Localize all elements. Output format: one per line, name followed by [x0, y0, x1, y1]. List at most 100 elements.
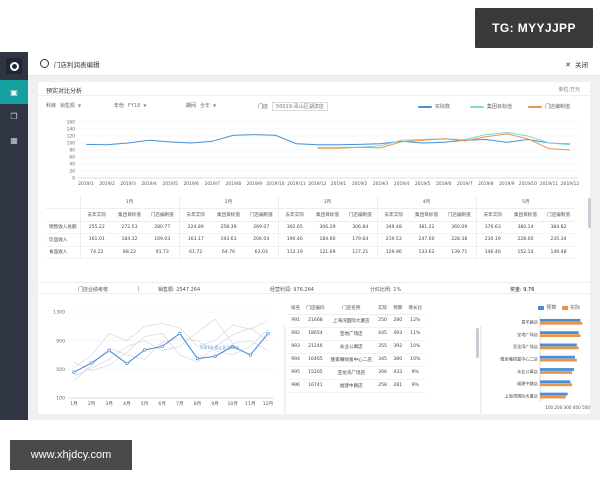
table-cell: 12% [405, 314, 426, 328]
table-row: 饮品收入 161.01 184.32 169.03 163.17 193.63 206.04… [46, 233, 575, 247]
x-tick-label: 2019/11 [287, 181, 305, 187]
x-tick-label: 2月 [88, 401, 96, 407]
row-label: 食品收入 [46, 246, 80, 259]
column-header: 门店名称 [327, 302, 375, 315]
data-point [178, 331, 182, 336]
table-cell: 74.22 [79, 246, 113, 259]
unit-label: 单位:万元 [558, 87, 580, 93]
x-tick-label: 2019/5 [162, 181, 178, 187]
table-cell: 139.71 [443, 246, 476, 259]
legend-swatch [538, 305, 545, 310]
month-header: 4月 [376, 196, 476, 209]
table-cell: 169.03 [146, 233, 179, 247]
table-cell: 493 [390, 327, 406, 341]
x-tick-label: 2019/3 [120, 181, 136, 187]
chevron-down-icon: ▼ [78, 103, 82, 108]
data-point [248, 353, 253, 357]
table-cell: 91.73 [146, 246, 179, 259]
summary-bonus: 奖金: 9.76 [510, 287, 535, 293]
table-row[interactable]: 995 15205 亚龙湾广场店 306 433 9% [288, 366, 426, 380]
table-cell: 269.07 [245, 221, 278, 234]
series-label: 50019-青山区湖滨店 [199, 344, 239, 351]
x-tick-label: 300 [564, 405, 572, 410]
y-tick-label: 900 [56, 338, 65, 344]
table-cell: 258.39 [212, 221, 245, 234]
period-filter[interactable]: 期间 全年 ▼ [186, 102, 216, 109]
table-cell: 149.48 [542, 246, 575, 259]
table-cell: 345 [374, 353, 391, 367]
layers-icon: ❐ [10, 111, 18, 121]
sidebar-item-layers[interactable]: ❐ [0, 104, 28, 128]
bar-budget [540, 380, 571, 384]
x-tick-label: 2019/2 [352, 181, 368, 187]
bar-actual [540, 358, 577, 362]
close-button[interactable]: ✕ 关闭 [565, 59, 588, 69]
table-row[interactable]: 991 21668 上海湾国际大厦店 250 280 12% [288, 314, 426, 328]
x-tick-label: 1月 [70, 401, 78, 407]
page-title: 门店利润表编辑 [54, 61, 100, 69]
table-cell: 994 [288, 353, 304, 367]
store-label: 门店 [258, 104, 269, 110]
table-cell: 184.60 [311, 233, 344, 247]
table-scrollbar[interactable] [588, 198, 591, 228]
table-cell: 228.38 [443, 233, 476, 247]
table-row[interactable]: 992 18654 宝地广场店 445 493 11% [288, 327, 426, 341]
x-tick-label: 2019/9 [247, 181, 263, 187]
metric-header: 集团目标值 [509, 208, 542, 222]
y-tick-label: 60 [69, 155, 75, 161]
legend-label: 门店编制值 [545, 104, 571, 110]
table-cell: 281 [390, 379, 406, 393]
data-point [142, 348, 147, 352]
legend-item-store: 门店编制值 [528, 103, 570, 110]
subject-value: 销售额 [60, 103, 76, 109]
table-cell: 福建中路店 [327, 379, 375, 393]
x-tick-label: 2019/5 [415, 181, 431, 187]
table-cell: 384.82 [542, 221, 575, 234]
x-tick-label: 4月 [123, 401, 131, 407]
table-cell: 258 [374, 379, 391, 393]
store-table-scrollbar[interactable] [476, 328, 479, 358]
store-select[interactable]: 50019-青山区湖滨店 [272, 102, 328, 111]
y-tick-label: 500 [56, 367, 65, 373]
x-tick-label: 2019/1 [331, 181, 347, 187]
table-row[interactable]: 993 21246 永业公寓店 355 392 10% [288, 340, 426, 354]
x-tick-label: 2019/7 [205, 181, 221, 187]
metric-header: 去年实际 [178, 208, 212, 222]
table-cell: 228.00 [509, 233, 542, 247]
corner-cell [46, 208, 80, 222]
category-label: 亚龙湾广场店 [513, 343, 538, 350]
series-line [85, 134, 571, 146]
year-filter[interactable]: 年份 FY18 ▼ [114, 102, 146, 109]
x-tick-label: 6月 [158, 401, 166, 407]
bar-actual [540, 383, 573, 387]
month-header-row: 1月 2月 3月 4月 5月 [46, 196, 575, 209]
table-cell: 16741 [303, 379, 328, 393]
monthly-line-chart: 100 500 900 1300 1月 2月 3月 4月 5月 6月 7月 8月 9月 10月 11月 12月… [53, 310, 274, 407]
data-point [107, 349, 111, 353]
table-cell: 163.17 [178, 233, 212, 247]
sidebar-item-grid[interactable]: ▦ [0, 128, 28, 152]
corner-cell [46, 196, 80, 209]
table-row[interactable]: 994 16465 隆家嘴财富中心二店 345 380 10% [288, 353, 426, 367]
table-cell: 992 [288, 327, 304, 341]
month-header: 1月 [79, 196, 179, 209]
x-tick-label: 2019/10 [266, 181, 284, 187]
metric-header: 门店编制值 [146, 208, 179, 222]
table-cell: 433 [390, 366, 406, 380]
table-cell: 10% [405, 353, 426, 367]
series-line [317, 133, 571, 151]
table-row[interactable]: 996 16741 福建中路店 258 281 9% [288, 379, 426, 393]
table-cell: 10% [405, 340, 426, 354]
subject-filter[interactable]: 科目 销售额 ▼ [46, 102, 81, 109]
table-cell: 250 [374, 314, 391, 328]
store-header-row: 排名 门店编码 门店名称 实际 预算 增长比 [288, 302, 426, 315]
y-tick-label: 100 [56, 396, 65, 402]
sidebar-item-clipboard[interactable]: ▣ [0, 80, 28, 104]
comparison-table-grid: 1月 2月 3月 4月 5月 去年实际 集团目标值 门店编制值 去年实际 集团目标值 门店编制值 去年… [46, 196, 575, 259]
store-filter[interactable]: 门店 50019-青山区湖滨店 [258, 102, 328, 111]
month-header: 3月 [277, 196, 377, 209]
data-point [266, 331, 270, 336]
metric-header: 门店编制值 [542, 208, 575, 222]
table-cell: 991 [288, 314, 304, 328]
table-cell: 381.22 [410, 221, 443, 234]
